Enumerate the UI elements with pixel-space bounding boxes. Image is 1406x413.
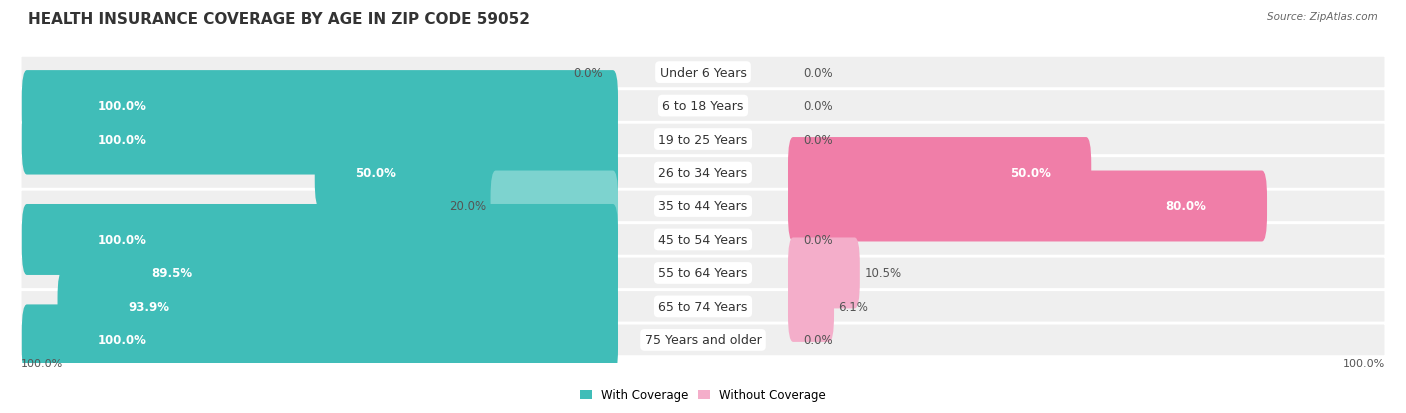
Text: 0.0%: 0.0% — [803, 334, 832, 347]
Text: 26 to 34 Years: 26 to 34 Years — [658, 166, 748, 180]
Text: 100.0%: 100.0% — [1343, 358, 1385, 368]
FancyBboxPatch shape — [58, 271, 619, 342]
FancyBboxPatch shape — [20, 157, 1386, 190]
FancyBboxPatch shape — [787, 138, 1091, 209]
Text: Source: ZipAtlas.com: Source: ZipAtlas.com — [1267, 12, 1378, 22]
FancyBboxPatch shape — [20, 256, 1386, 290]
Text: 6 to 18 Years: 6 to 18 Years — [662, 100, 744, 113]
Text: 19 to 25 Years: 19 to 25 Years — [658, 133, 748, 146]
FancyBboxPatch shape — [315, 138, 619, 209]
Text: 100.0%: 100.0% — [97, 133, 146, 146]
Text: 0.0%: 0.0% — [574, 66, 603, 79]
Text: Under 6 Years: Under 6 Years — [659, 66, 747, 79]
FancyBboxPatch shape — [21, 204, 619, 275]
Text: HEALTH INSURANCE COVERAGE BY AGE IN ZIP CODE 59052: HEALTH INSURANCE COVERAGE BY AGE IN ZIP … — [28, 12, 530, 27]
FancyBboxPatch shape — [83, 238, 619, 309]
Text: 100.0%: 100.0% — [21, 358, 63, 368]
FancyBboxPatch shape — [787, 171, 1267, 242]
Text: 100.0%: 100.0% — [97, 334, 146, 347]
FancyBboxPatch shape — [21, 71, 619, 142]
Text: 65 to 74 Years: 65 to 74 Years — [658, 300, 748, 313]
Text: 50.0%: 50.0% — [356, 166, 396, 180]
Text: 6.1%: 6.1% — [838, 300, 869, 313]
Text: 0.0%: 0.0% — [803, 133, 832, 146]
Text: 50.0%: 50.0% — [1010, 166, 1050, 180]
FancyBboxPatch shape — [20, 323, 1386, 357]
Legend: With Coverage, Without Coverage: With Coverage, Without Coverage — [579, 389, 827, 401]
Text: 100.0%: 100.0% — [97, 233, 146, 247]
Text: 20.0%: 20.0% — [449, 200, 486, 213]
FancyBboxPatch shape — [491, 171, 619, 242]
FancyBboxPatch shape — [20, 56, 1386, 90]
Text: 100.0%: 100.0% — [97, 100, 146, 113]
Text: 10.5%: 10.5% — [865, 267, 901, 280]
FancyBboxPatch shape — [20, 90, 1386, 123]
FancyBboxPatch shape — [787, 271, 834, 342]
Text: 0.0%: 0.0% — [803, 66, 832, 79]
Text: 45 to 54 Years: 45 to 54 Years — [658, 233, 748, 247]
FancyBboxPatch shape — [20, 190, 1386, 223]
FancyBboxPatch shape — [20, 223, 1386, 256]
Text: 75 Years and older: 75 Years and older — [644, 334, 762, 347]
Text: 0.0%: 0.0% — [803, 233, 832, 247]
Text: 0.0%: 0.0% — [803, 100, 832, 113]
FancyBboxPatch shape — [21, 104, 619, 175]
FancyBboxPatch shape — [20, 123, 1386, 157]
FancyBboxPatch shape — [20, 290, 1386, 323]
Text: 35 to 44 Years: 35 to 44 Years — [658, 200, 748, 213]
FancyBboxPatch shape — [787, 238, 860, 309]
Text: 89.5%: 89.5% — [152, 267, 193, 280]
FancyBboxPatch shape — [21, 305, 619, 375]
Text: 80.0%: 80.0% — [1164, 200, 1205, 213]
Text: 55 to 64 Years: 55 to 64 Years — [658, 267, 748, 280]
Text: 93.9%: 93.9% — [129, 300, 170, 313]
